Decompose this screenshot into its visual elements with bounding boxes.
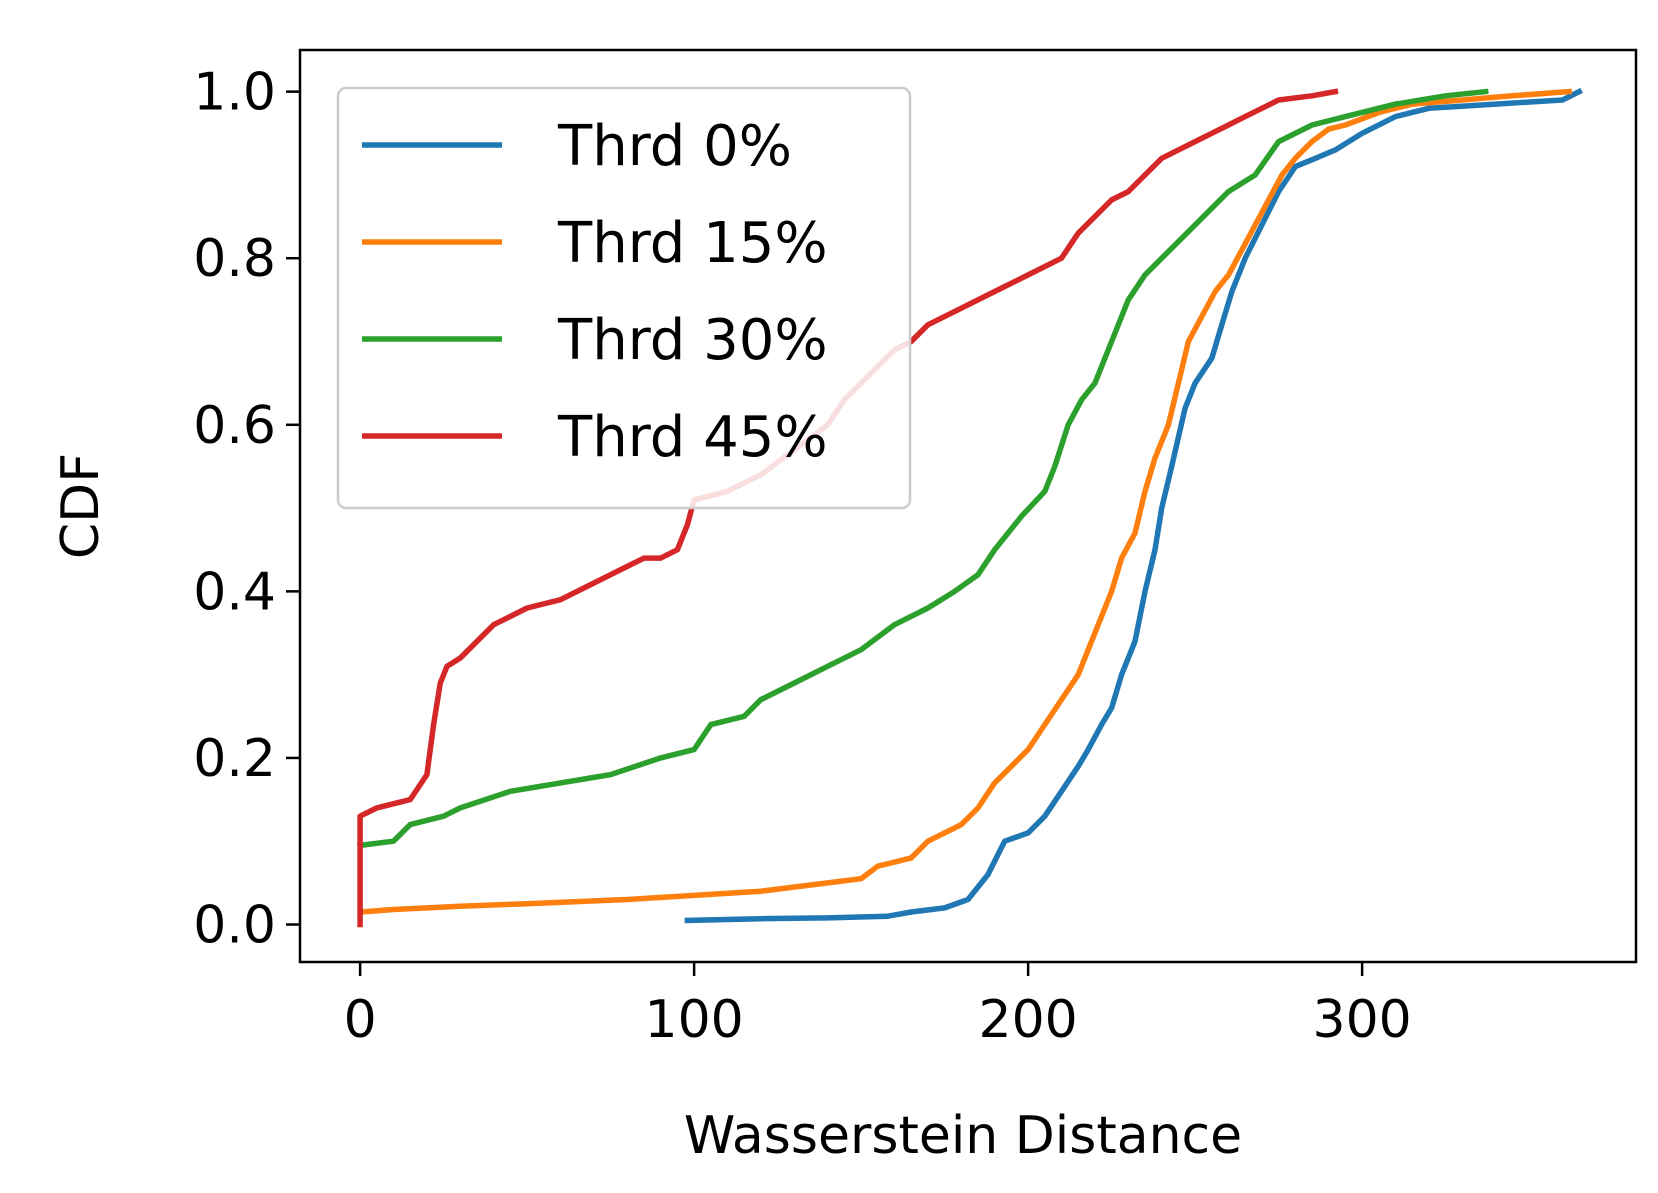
x-axis: 0 100 200 300 — [344, 962, 1412, 1050]
x-axis-label: Wasserstein Distance — [684, 1106, 1242, 1166]
series-line-2 — [357, 88, 1489, 849]
legend-label-1: Thrd 15% — [557, 211, 828, 276]
legend-label-2: Thrd 30% — [557, 308, 828, 373]
series-line-1 — [357, 88, 1573, 915]
legend-label-0: Thrd 0% — [557, 114, 792, 179]
legend-box — [336, 86, 912, 510]
y-tick-label: 0.0 — [193, 896, 276, 956]
y-axis: 0.0 0.2 0.4 0.6 0.8 1.0 — [193, 63, 300, 956]
plot-frame — [298, 48, 1638, 964]
plot-area — [298, 48, 1638, 964]
y-tick-label: 1.0 — [193, 63, 276, 123]
y-tick-label: 0.4 — [193, 562, 276, 622]
series-line-0 — [684, 87, 1583, 924]
x-tick-label: 100 — [644, 990, 743, 1050]
y-tick-label: 0.8 — [193, 229, 276, 289]
y-axis-label: CDF — [51, 453, 111, 559]
y-tick-label: 0.6 — [193, 396, 276, 456]
legend-label-3: Thrd 45% — [557, 405, 828, 470]
y-tick-label: 0.2 — [193, 729, 276, 789]
legend: Thrd 0% Thrd 15% Thrd 30% Thrd 45% — [336, 86, 912, 510]
x-tick-label: 300 — [1312, 990, 1411, 1050]
x-tick-label: 0 — [344, 990, 377, 1050]
x-tick-label: 200 — [978, 990, 1077, 1050]
